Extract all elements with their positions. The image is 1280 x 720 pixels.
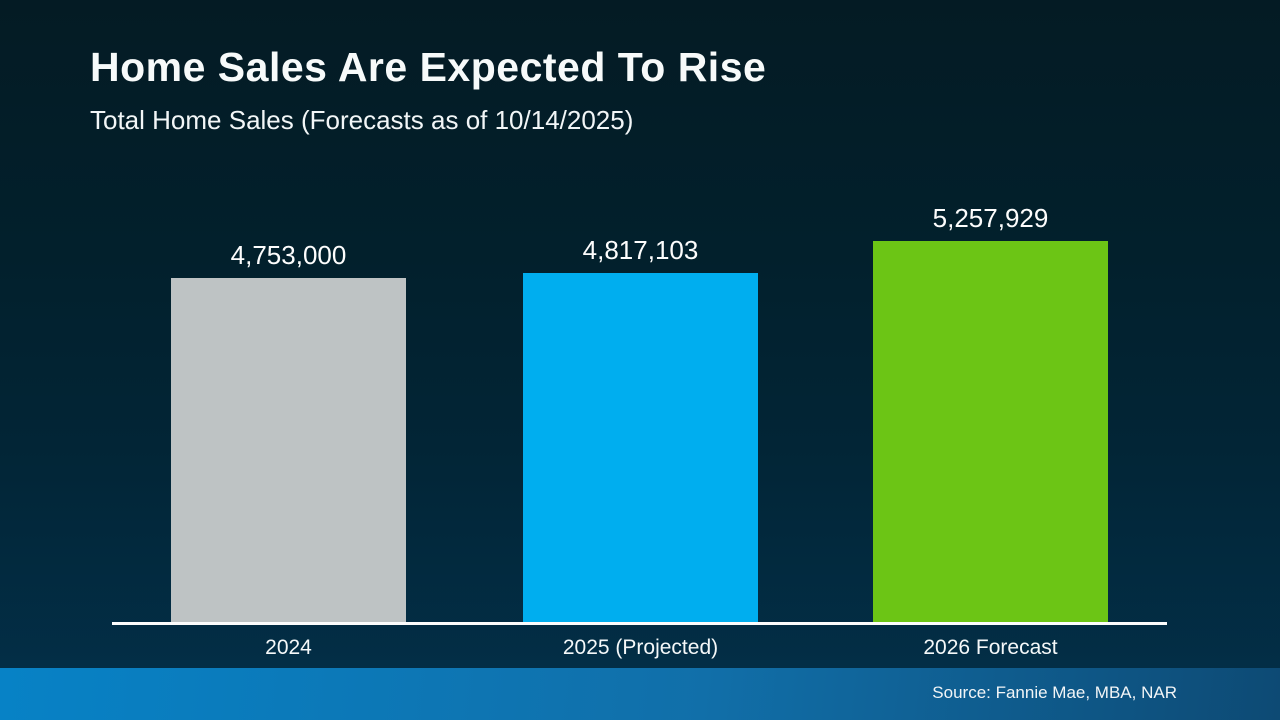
footer-bar: Source: Fannie Mae, MBA, NAR xyxy=(0,668,1280,720)
bar-chart: 4,753,000 4,817,103 5,257,929 xyxy=(112,202,1167,625)
bar-value-label-2024: 4,753,000 xyxy=(230,240,347,270)
x-axis-label-2024: 2024 xyxy=(265,636,312,659)
x-axis-line xyxy=(112,622,1167,625)
bar-value-label-2025: 4,817,103 xyxy=(582,235,699,265)
bar-group-2026: 5,257,929 xyxy=(873,203,1108,622)
bar-2025 xyxy=(523,273,758,622)
x-axis-label-2025: 2025 (Projected) xyxy=(562,636,719,659)
bar-2024 xyxy=(171,278,406,622)
x-axis-labels: 2024 2025 (Projected) 2026 Forecast xyxy=(112,636,1167,666)
chart-title: Home Sales Are Expected To Rise xyxy=(90,44,767,90)
bar-2026 xyxy=(873,241,1108,622)
bar-value-label-2026: 5,257,929 xyxy=(932,203,1049,233)
chart-subtitle: Total Home Sales (Forecasts as of 10/14/… xyxy=(90,105,634,135)
chart-header: Home Sales Are Expected To Rise Total Ho… xyxy=(90,44,766,136)
source-text: Source: Fannie Mae, MBA, NAR xyxy=(932,683,1177,702)
bar-group-2025: 4,817,103 xyxy=(523,235,758,622)
x-axis-label-2026: 2026 Forecast xyxy=(923,636,1058,659)
bar-group-2024: 4,753,000 xyxy=(171,240,406,622)
